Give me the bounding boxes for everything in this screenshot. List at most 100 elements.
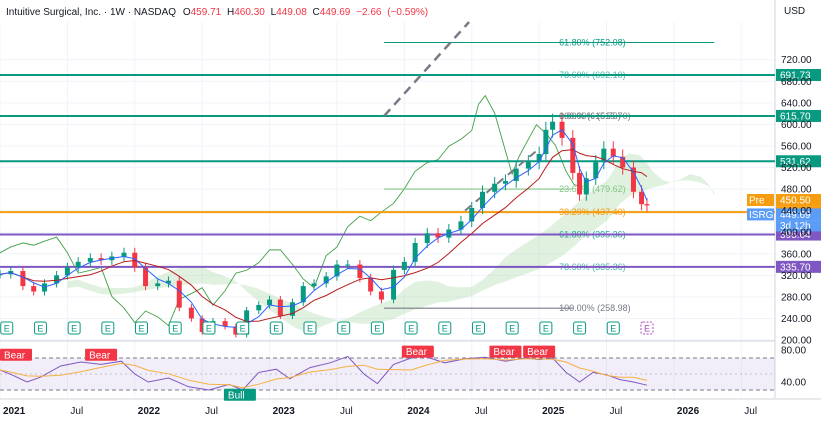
earnings-marker: [33, 321, 47, 335]
price-tag-sub-box: [776, 220, 821, 232]
candle-body: [458, 221, 464, 230]
earnings-marker-label: E: [240, 324, 246, 334]
candle-body: [577, 172, 583, 195]
trend-lines[interactable]: [383, 21, 540, 212]
candle-body: [630, 167, 636, 192]
grid-lines: [0, 0, 821, 400]
candle-body: [480, 191, 486, 208]
candle-body: [620, 156, 626, 168]
cloud-fill: [67, 153, 715, 332]
candle-body: [601, 148, 607, 163]
symbol-separator: ·: [128, 7, 134, 18]
candle-body: [143, 267, 149, 287]
candle-body: [357, 264, 363, 279]
fibonacci-levels: 61.80% (752.08)78.60% (692.10)100.00% (6…: [384, 37, 715, 313]
price-level-tag-text: 335.70: [780, 262, 811, 273]
price-tick-label: 240.00: [781, 314, 812, 325]
candle-body: [64, 267, 70, 276]
price-level-tag: [776, 68, 821, 81]
earnings-marker-label: E: [543, 324, 549, 334]
close-value: 449.69: [320, 7, 351, 18]
candle-body: [31, 286, 37, 292]
candle-body: [610, 148, 616, 157]
candle-body: [639, 191, 645, 205]
symbol-interval: 1W: [110, 7, 126, 18]
earnings-marker: [236, 321, 250, 335]
earnings-marker: [337, 321, 351, 335]
trend-line-dashed: [383, 21, 470, 117]
candle-body: [391, 269, 397, 300]
low-label: L: [271, 7, 277, 18]
symbol-legend: Intuitive Surgical, Inc. · 1W · NASDAQ O…: [6, 6, 805, 18]
candle-body: [75, 261, 81, 268]
price-tick-label: 560.00: [781, 141, 812, 152]
earnings-marker: [438, 321, 452, 335]
candle-body: [233, 326, 239, 335]
candle-body: [54, 275, 60, 284]
candle-body: [334, 264, 340, 277]
earnings-marker: [168, 321, 182, 335]
candle-body: [165, 280, 171, 284]
candle-body: [323, 276, 329, 284]
price-tag-countdown: 3d 12h: [780, 221, 811, 232]
candle-body: [132, 252, 138, 268]
time-tick-label: Jul: [70, 406, 83, 417]
rsi-panel: 80.00 40.00 Bear Bear Bull Bear Bear Bear: [0, 345, 806, 401]
price-tick-label: 360.00: [781, 249, 812, 260]
price-tag-value: 450.50: [780, 195, 811, 206]
divergence-tag-label: Bear: [89, 350, 111, 361]
earnings-marker: [135, 321, 149, 335]
price-tag-box: [776, 193, 821, 206]
time-tick-label: Jul: [744, 406, 757, 417]
price-tick-label: 520.00: [781, 163, 812, 174]
price-tick-label: 720.00: [781, 55, 812, 66]
earnings-marker: [269, 321, 283, 335]
open-label: O: [183, 7, 191, 18]
divergence-tag: [401, 345, 434, 358]
price-series: [0, 113, 650, 338]
candle-body: [345, 264, 351, 266]
earnings-marker-label: E: [644, 324, 650, 334]
price-tick-label: 280.00: [781, 292, 812, 303]
time-tick-label: 2021: [3, 406, 26, 417]
earnings-marker: [505, 321, 519, 335]
earnings-marker: [67, 321, 81, 335]
price-tag-prefix-box: [747, 208, 774, 221]
candle-body: [593, 162, 599, 179]
candle-body: [550, 121, 556, 130]
candle-body: [222, 321, 228, 327]
time-tick-label: Jul: [475, 406, 488, 417]
price-tag-value: 449.69: [780, 210, 811, 221]
divergence-tag-label: Bear: [493, 347, 515, 358]
candle-body: [368, 278, 374, 292]
open-value: 459.71: [191, 7, 222, 18]
divergence-tag: [223, 388, 256, 401]
divergence-tag-label: Bull: [228, 390, 245, 401]
divergence-tag-label: Bear: [4, 350, 26, 361]
candle-body: [543, 129, 549, 155]
earnings-marker: [370, 321, 384, 335]
candle-body: [121, 252, 127, 257]
divergence-tag: [85, 348, 118, 361]
candle-body: [289, 302, 295, 316]
time-tick-label: 2024: [407, 406, 430, 417]
price-level-tag-text: 531.62: [780, 157, 811, 168]
earnings-marker-label: E: [273, 324, 279, 334]
symbol-name: Intuitive Surgical, Inc.: [6, 7, 101, 18]
low-value: 449.08: [276, 7, 307, 18]
time-tick-label: 2025: [542, 406, 565, 417]
candle-body: [644, 204, 650, 206]
close-label: C: [313, 7, 320, 18]
candle-body: [188, 307, 194, 319]
candle-body: [502, 181, 508, 184]
candle-body: [87, 258, 93, 262]
earnings-marker-label: E: [442, 324, 448, 334]
price-tag-prefix: Pre: [749, 195, 765, 206]
time-axis[interactable]: 2021 Jul 2022 Jul 2023 Jul 2024 Jul 2025 Jul 2026 J…: [3, 406, 757, 417]
time-tick-label: Jul: [340, 406, 353, 417]
earnings-marker-label: E: [475, 324, 481, 334]
